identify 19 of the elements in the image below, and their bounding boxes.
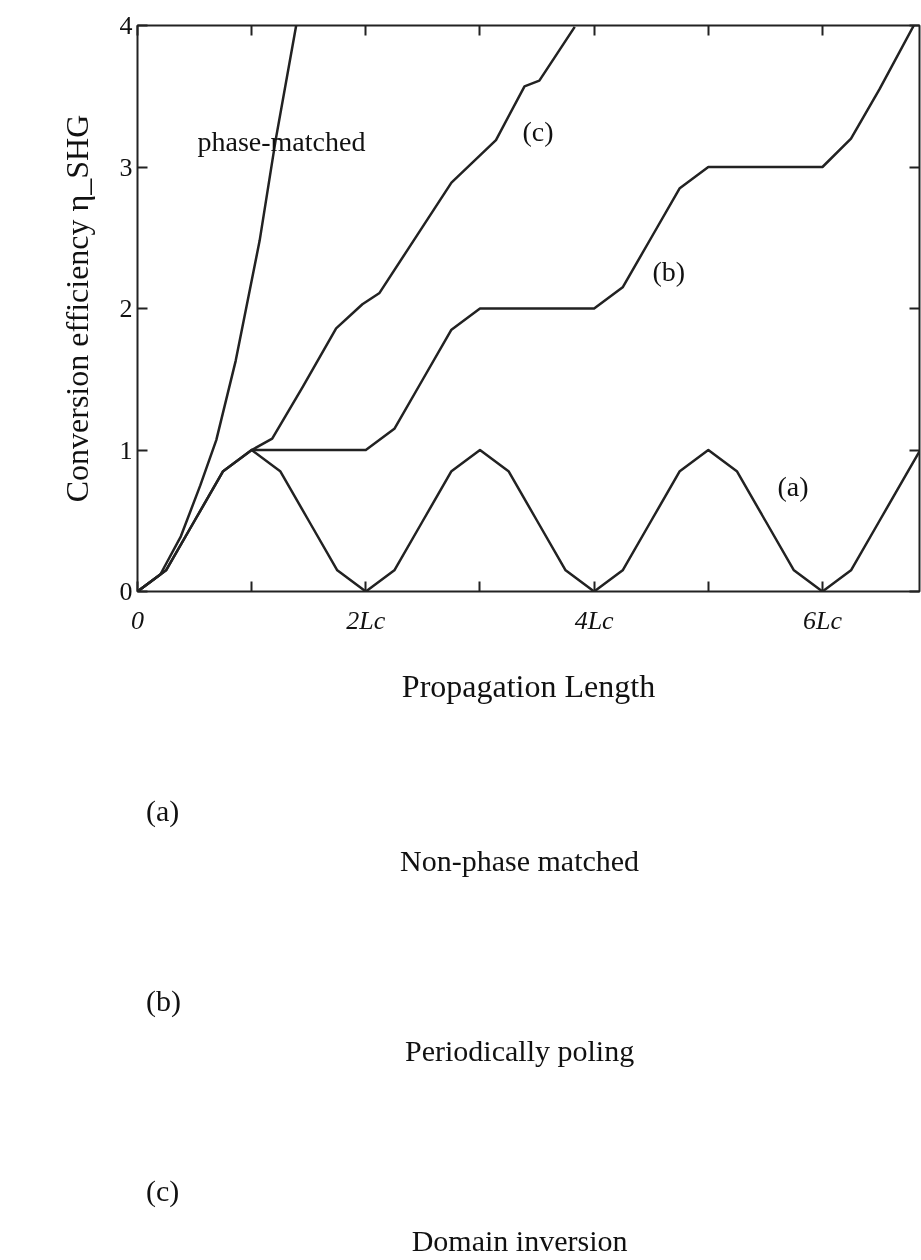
- y-tick-label: 2: [119, 294, 133, 323]
- annotation: (c): [522, 116, 554, 147]
- y-axis-title: Conversion efficiency η_SHG: [58, 114, 95, 503]
- text: Non-phase matched: [400, 844, 640, 877]
- y-tick-label: 1: [119, 435, 133, 465]
- x-tick-label: 4Lc: [574, 605, 615, 635]
- text: (a): [145, 794, 180, 828]
- y-tick-label: 0: [119, 577, 133, 606]
- text: Periodically poling: [405, 1034, 635, 1067]
- x-tick-label: 6Lc: [802, 605, 843, 635]
- y-tick-label: 3: [119, 152, 133, 182]
- text: (b): [145, 984, 181, 1018]
- text: (c): [145, 1174, 180, 1208]
- annotation: (b): [652, 256, 686, 287]
- text: Domain inversion: [411, 1224, 628, 1257]
- annotation: (a): [777, 471, 809, 502]
- x-axis-title: Propagation Length: [401, 667, 656, 704]
- y-tick-label: 4: [119, 11, 133, 40]
- x-tick-label: 2Lc: [346, 605, 386, 635]
